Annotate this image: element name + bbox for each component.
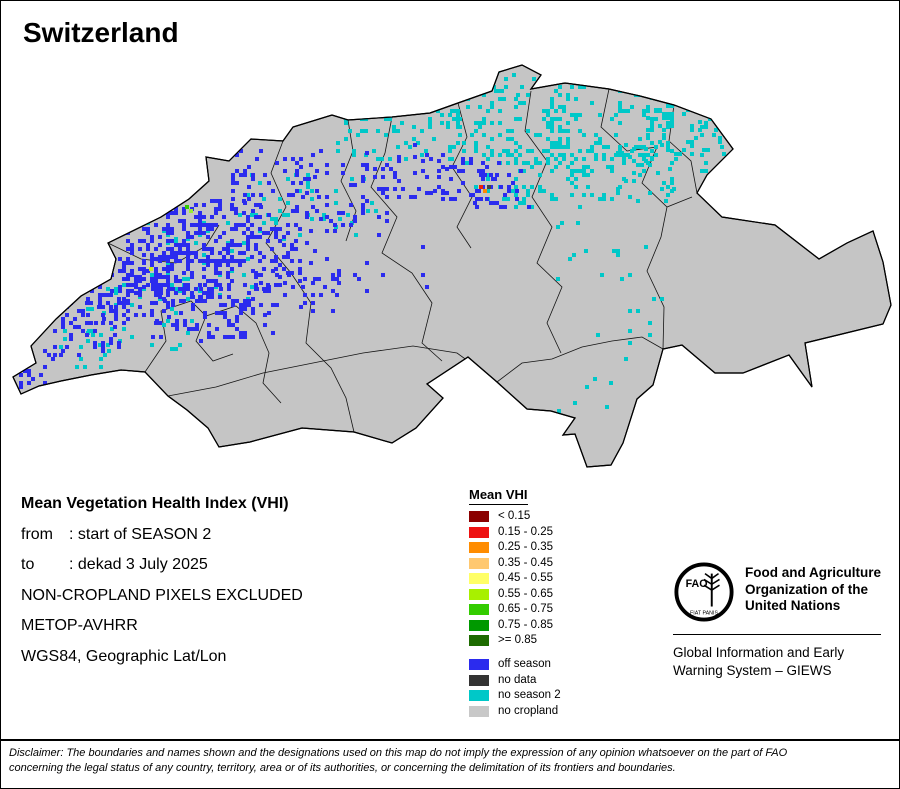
legend-label: 0.35 - 0.45 [498, 556, 553, 569]
legend-swatch [469, 604, 489, 615]
legend-label: 0.55 - 0.65 [498, 587, 553, 600]
vhi-legend: Mean VHI < 0.15 0.15 - 0.25 0.25 - 0.35 0.3… [469, 486, 561, 721]
legend-item: 0.55 - 0.65 [469, 587, 561, 600]
legend-label: 0.65 - 0.75 [498, 603, 553, 615]
legend-swatch [469, 705, 489, 717]
legend-label: < 0.15 [498, 510, 531, 522]
legend-item: 0.15 - 0.25 [469, 525, 561, 538]
fao-logo-motto: FIAT PANIS [690, 610, 718, 616]
legend-swatch [469, 557, 489, 569]
giews-line2: Warning System – GIEWS [673, 663, 832, 678]
disclaimer: Disclaimer: The boundaries and names sho… [9, 746, 893, 776]
fao-divider [673, 634, 881, 635]
legend-item: no season 2 [469, 689, 561, 701]
legend-swatch [469, 635, 489, 646]
legend-label: 0.75 - 0.85 [498, 618, 553, 631]
legend-item: 0.65 - 0.75 [469, 603, 561, 615]
legend-swatch [469, 674, 489, 686]
legend-item: 0.25 - 0.35 [469, 541, 561, 553]
legend-swatch [469, 690, 489, 701]
fao-org-line3: United Nations [745, 598, 841, 613]
giews-label: Global Information and Early Warning Sys… [673, 644, 883, 680]
fao-org-line2: Organization of the [745, 581, 868, 597]
info-line-projection: WGS84, Geographic Lat/Lon [21, 647, 227, 665]
legend-item: 0.45 - 0.55 [469, 572, 561, 584]
legend-swatch [469, 511, 489, 522]
legend-swatch [469, 526, 489, 538]
page-title: Switzerland [23, 17, 179, 48]
disclaimer-divider [1, 739, 899, 741]
info-line-noncropland: NON-CROPLAND PIXELS EXCLUDED [21, 586, 303, 604]
legend-label: 0.15 - 0.25 [498, 525, 553, 538]
fao-block: FAO FIAT PANIS Food and Agriculture Orga… [673, 561, 883, 680]
legend-swatch [469, 619, 489, 631]
legend-status-classes: off season no data no season 2 no cropland [469, 658, 561, 717]
legend-swatch [469, 573, 489, 584]
legend-item: 0.75 - 0.85 [469, 618, 561, 631]
legend-label: no season 2 [498, 689, 561, 701]
legend-label: >= 0.85 [498, 634, 538, 646]
fao-logo-text: FAO [686, 578, 708, 590]
legend-label: off season [498, 658, 551, 670]
info-from-value: : start of SEASON 2 [69, 525, 212, 543]
fao-logo-icon: FAO FIAT PANIS [674, 562, 734, 622]
country-region [12, 64, 892, 468]
legend-label: 0.25 - 0.35 [498, 541, 553, 553]
info-row-to: to : dekad 3 July 2025 [21, 550, 303, 581]
legend-title: Mean VHI [469, 487, 528, 505]
fao-org-line1: Food and Agriculture [745, 565, 881, 580]
info-row-from: from : start of SEASON 2 [21, 520, 303, 551]
legend-swatch [469, 542, 489, 553]
info-to-value: : dekad 3 July 2025 [69, 556, 208, 573]
legend-item: < 0.15 [469, 510, 561, 522]
legend-swatch [469, 659, 489, 670]
legend-item: >= 0.85 [469, 634, 561, 646]
info-heading: Mean Vegetation Health Index (VHI) [21, 495, 289, 512]
legend-swatch [469, 588, 489, 600]
info-to-label: to [21, 556, 35, 573]
legend-item: no cropland [469, 704, 561, 717]
legend-vhi-classes: < 0.15 0.15 - 0.25 0.25 - 0.35 0.35 - 0.45 0… [469, 510, 561, 646]
legend-label: no data [498, 673, 537, 686]
giews-line1: Global Information and Early [673, 645, 845, 660]
legend-item: off season [469, 658, 561, 670]
map-info-block: Mean Vegetation Health Index (VHI) from:… [21, 489, 303, 672]
legend-label: no cropland [498, 704, 559, 717]
legend-item: 0.35 - 0.45 [469, 556, 561, 569]
legend-item: no data [469, 673, 561, 686]
info-line-sensor: METOP-AVHRR [21, 617, 138, 634]
switzerland-map [12, 64, 892, 468]
fao-organization-name: Food and Agriculture Organization of the… [745, 561, 881, 615]
info-from-label: from [21, 525, 53, 543]
legend-label: 0.45 - 0.55 [498, 572, 553, 584]
disclaimer-line1: Disclaimer: The boundaries and names sho… [9, 747, 788, 759]
disclaimer-line2: concerning the legal status of any count… [9, 762, 676, 774]
